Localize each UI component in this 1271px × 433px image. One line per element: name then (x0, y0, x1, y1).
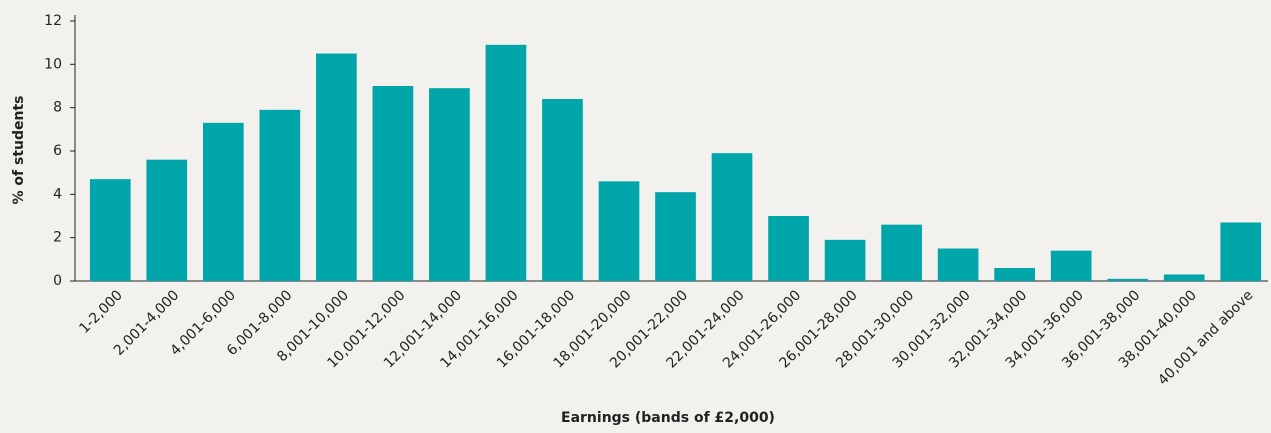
bar (542, 99, 583, 281)
y-axis-label: % of students (11, 96, 27, 205)
bar (429, 88, 470, 282)
bar (89, 179, 131, 281)
bar (937, 248, 979, 281)
bar (316, 53, 357, 281)
bar (824, 239, 866, 281)
bar (1220, 222, 1262, 281)
bar (259, 109, 301, 281)
bar (598, 181, 640, 281)
y-tick-label: 0 (53, 273, 62, 289)
x-axis-label: Earnings (bands of £2,000) (561, 410, 775, 426)
bar (655, 192, 696, 281)
y-tick-label: 6 (53, 143, 62, 159)
y-tick-label: 10 (44, 56, 62, 72)
bar (711, 153, 753, 281)
y-tick-label: 4 (53, 186, 62, 202)
bar (485, 44, 527, 282)
bar (994, 268, 1035, 281)
bar (768, 216, 809, 281)
bar (146, 159, 188, 281)
y-tick-label: 12 (44, 13, 62, 29)
bar (202, 122, 244, 281)
y-tick-label: 8 (53, 100, 62, 116)
y-tick-label: 2 (53, 230, 62, 246)
bar (1050, 250, 1092, 281)
bar (1163, 274, 1205, 281)
bar (881, 224, 922, 281)
bar (1107, 278, 1149, 281)
bar (372, 86, 414, 281)
